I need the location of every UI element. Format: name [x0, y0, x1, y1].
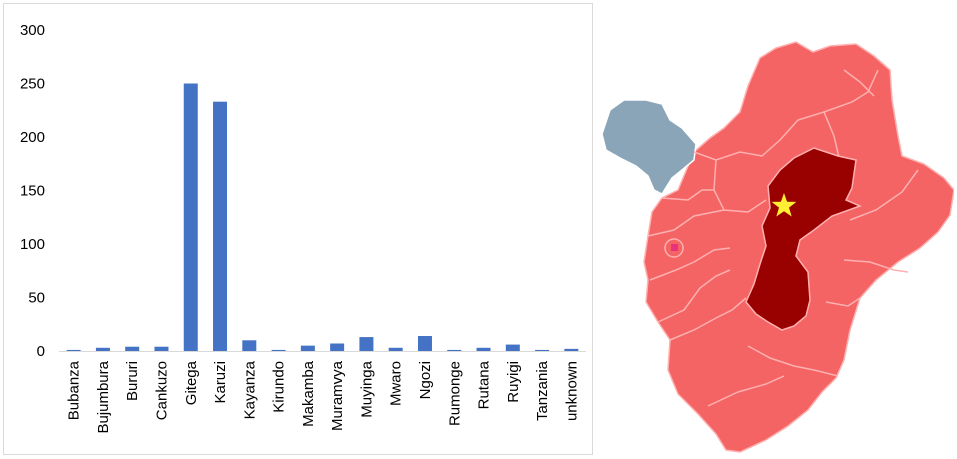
map-svg — [601, 41, 954, 453]
bar-makamba — [300, 345, 315, 351]
bar-muyinga — [359, 337, 374, 351]
bar-bujumbura — [95, 347, 110, 351]
map-province-borders — [647, 69, 919, 407]
x-tick-label: Rutana — [476, 360, 493, 409]
x-tick-label: unknown — [563, 361, 580, 421]
bar-chart-panel: 0 50 100 150 200 250 300 Bubanza Bujumbura Bururi… — [3, 3, 593, 455]
y-tick-label: 150 — [20, 183, 45, 200]
x-tick-label: Rumonge — [446, 361, 463, 426]
x-tick-label: Gitega — [183, 360, 200, 405]
y-tick-label: 50 — [28, 290, 45, 307]
bar-tanzania — [535, 349, 550, 351]
burundi-map — [598, 40, 954, 458]
x-tick-label: Muyinga — [358, 360, 375, 417]
bar-rumonge — [447, 349, 462, 351]
bar-mwaro — [388, 347, 403, 351]
x-tick-label: Bururi — [124, 361, 141, 401]
bar-ngozi — [417, 336, 432, 351]
bar-bururi — [125, 346, 140, 351]
y-tick-label: 200 — [20, 129, 45, 146]
y-tick-label: 250 — [20, 76, 45, 93]
bar-bubanza — [66, 349, 81, 351]
x-tick-label: Bubanza — [66, 360, 83, 420]
x-tick-label: Bujumbura — [95, 360, 112, 433]
bar-kirundo — [271, 349, 286, 351]
star-icon — [771, 193, 797, 217]
x-tick-label: Karuzi — [212, 361, 229, 404]
y-tick-label: 0 — [37, 343, 45, 360]
square-marker-icon — [671, 244, 678, 251]
bar-gitega — [183, 83, 198, 351]
y-tick-label: 300 — [20, 22, 45, 39]
bar-cankuzo — [154, 346, 169, 351]
x-tick-label: Ngozi — [417, 361, 434, 399]
x-tick-label: Ruyigi — [505, 361, 522, 403]
x-tick-label: Kayanza — [241, 360, 258, 419]
x-tick-label: Makamba — [300, 360, 317, 427]
x-tick-label: Tanzania — [534, 360, 551, 421]
map-marker-ring — [664, 238, 684, 258]
bar-unknown — [564, 348, 579, 351]
x-tick-label: Mwaro — [388, 361, 405, 406]
bar-karuzi — [213, 101, 228, 351]
x-tick-label: Cankuzo — [153, 361, 170, 420]
x-tick-label: Kirundo — [271, 361, 288, 413]
bar-rutana — [476, 347, 491, 351]
bar-ruyigi — [505, 344, 520, 351]
map-province-bujumbura-rural — [601, 99, 697, 195]
bar-chart: 0 50 100 150 200 250 300 Bubanza Bujumbura Bururi… — [20, 22, 586, 434]
map-province-gitega-karuzi — [745, 147, 863, 331]
y-tick-label: 100 — [20, 236, 45, 253]
bar-kayanza — [242, 340, 257, 351]
x-tick-label: Muramvya — [329, 360, 346, 431]
bar-muramvya — [330, 343, 345, 351]
